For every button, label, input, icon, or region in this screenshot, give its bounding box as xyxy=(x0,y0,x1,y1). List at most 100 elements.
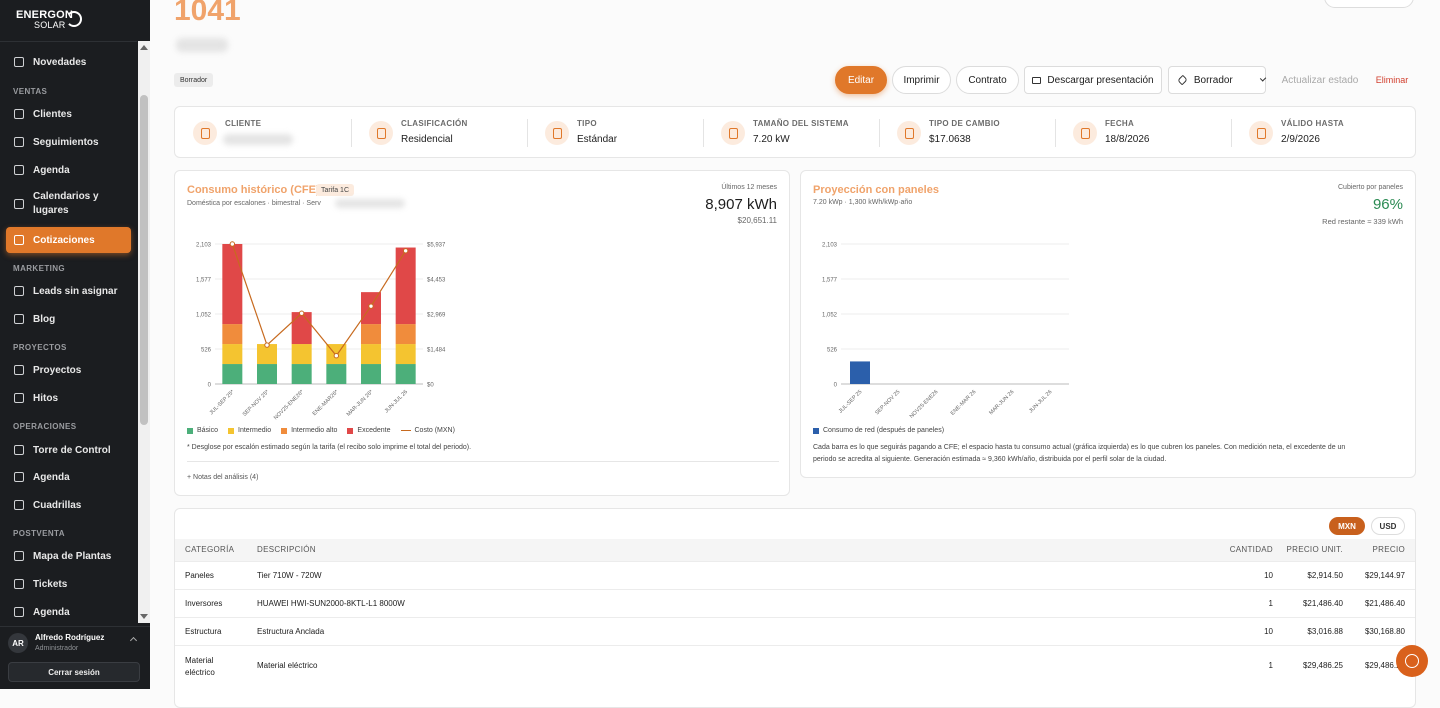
info-label: TIPO DE CAMBIO xyxy=(929,119,1000,128)
sidebar-item-cotizaciones[interactable]: Cotizaciones xyxy=(6,227,131,253)
sidebar-item-label: Cotizaciones xyxy=(33,234,95,246)
currency-usd-toggle[interactable]: USD xyxy=(1371,517,1405,535)
sidebar-item-label: Calendarios y lugares xyxy=(33,190,99,218)
edit-button[interactable]: Editar xyxy=(835,66,887,94)
sidebar-item-torre[interactable]: Torre de Control xyxy=(6,437,131,463)
blog-icon xyxy=(14,314,24,324)
sidebar-nav: Novedades VENTAS Clientes Seguimientos A… xyxy=(0,41,137,623)
scrollbar-thumb[interactable] xyxy=(140,95,148,425)
cell-precio: $29,144.97 xyxy=(1364,571,1405,580)
sidebar-item-blog[interactable]: Blog xyxy=(6,306,131,332)
sidebar-item-agenda-ventas[interactable]: Agenda xyxy=(6,157,131,183)
help-chat-button[interactable] xyxy=(1396,645,1428,677)
section-ventas: VENTAS xyxy=(13,87,48,96)
sidebar-item-cuadrillas[interactable]: Cuadrillas xyxy=(6,492,131,518)
y-tick-label: 1,052 xyxy=(822,313,838,319)
bar-segment xyxy=(291,312,312,345)
user-panel: AR Alfredo Rodríguez Administrador Cerra… xyxy=(0,626,150,689)
info-type: TIPO Estándar xyxy=(527,107,703,159)
sidebar-item-mapa[interactable]: Mapa de Plantas xyxy=(6,543,131,569)
cell-cantidad: 10 xyxy=(1264,627,1273,636)
top-right-button[interactable] xyxy=(1324,0,1414,8)
sidebar-item-label: Blog xyxy=(33,313,56,325)
covered-label: Cubierto por paneles xyxy=(1338,184,1403,191)
cell-precio-unit: $21,486.40 xyxy=(1302,599,1343,608)
sidebar-item-hitos[interactable]: Hitos xyxy=(6,385,131,411)
legend-line xyxy=(400,429,411,432)
cell-descripcion: HUAWEI HWI-SUN2000-8KTL-L1 8000W xyxy=(257,599,405,608)
consumption-title: Consumo histórico (CFE) xyxy=(187,184,320,196)
analysis-notes-toggle[interactable]: + Notas del análisis (4) xyxy=(187,474,259,481)
bar-segment xyxy=(257,344,277,365)
x-tick-label: NOV25-ENE26 xyxy=(909,389,940,420)
y-tick-label: 526 xyxy=(827,348,838,354)
logo-mark-icon xyxy=(66,11,82,27)
x-tick-label: ENE-MAR26* xyxy=(312,389,341,418)
flag-icon xyxy=(14,393,24,403)
calendar-icon xyxy=(14,472,24,482)
info-label: FECHA xyxy=(1105,119,1135,128)
y-tick-label: 526 xyxy=(201,348,212,354)
y2-tick-label: $2,969 xyxy=(427,313,446,319)
tag-icon xyxy=(1177,74,1188,86)
info-value: $17.0638 xyxy=(929,134,971,145)
download-presentation-button[interactable]: Descargar presentación xyxy=(1024,66,1162,94)
update-status-button[interactable]: Actualizar estado xyxy=(1281,74,1359,86)
delete-button[interactable]: Eliminar xyxy=(1375,75,1409,85)
crew-icon xyxy=(14,500,24,510)
y2-tick-label: $0 xyxy=(427,383,434,389)
chevron-up-icon[interactable] xyxy=(129,636,138,645)
sidebar-item-novedades[interactable]: Novedades xyxy=(6,49,131,75)
sidebar-item-agenda-operaciones[interactable]: Agenda xyxy=(6,464,131,490)
main-content: 1041 Borrador Editar Imprimir Contrato D… xyxy=(150,0,1440,708)
x-tick-label: JUL-SEP 25 xyxy=(838,389,864,415)
x-tick-label: JUL-SEP 25* xyxy=(209,389,237,417)
total-kwh: 8,907 kWh xyxy=(705,196,777,213)
logout-button[interactable]: Cerrar sesión xyxy=(8,662,140,682)
company-logo[interactable]: ENERGON SOLAR xyxy=(16,10,82,30)
scroll-up-icon[interactable] xyxy=(140,45,148,50)
wrench-icon xyxy=(14,579,24,589)
sidebar-item-calendarios[interactable]: Calendarios y lugares xyxy=(6,189,131,219)
y-tick-label: 1,577 xyxy=(196,278,212,284)
sidebar-item-proyectos[interactable]: Proyectos xyxy=(6,357,131,383)
sidebar-item-clientes[interactable]: Clientes xyxy=(6,101,131,127)
section-proyectos: PROYECTOS xyxy=(13,343,67,352)
section-operaciones: OPERACIONES xyxy=(13,422,77,431)
bar-segment xyxy=(361,324,381,345)
sidebar-item-leads[interactable]: Leads sin asignar xyxy=(6,278,131,304)
contract-button[interactable]: Contrato xyxy=(956,66,1019,94)
redacted-service xyxy=(335,199,405,208)
bar-segment xyxy=(361,344,381,365)
scroll-down-icon[interactable] xyxy=(140,614,148,619)
user-role: Administrador xyxy=(35,645,79,652)
sidebar-item-tickets[interactable]: Tickets xyxy=(6,571,131,597)
status-select[interactable]: Borrador xyxy=(1168,66,1267,94)
projection-card: Proyección con paneles 7.20 kWp · 1,300 … xyxy=(800,170,1416,478)
sun-icon xyxy=(721,121,745,145)
x-tick-label: SEP-NOV 25 xyxy=(874,389,901,416)
status-badge: Borrador xyxy=(174,73,214,87)
legend-intermedio-alto: Intermedio alto xyxy=(281,427,337,434)
info-classification: CLASIFICACIÓN Residencial xyxy=(351,107,527,159)
user-icon xyxy=(193,121,217,145)
projection-title: Proyección con paneles xyxy=(813,184,939,196)
y-tick-label: 0 xyxy=(834,383,838,389)
print-button[interactable]: Imprimir xyxy=(892,66,951,94)
cell-categoria: Material eléctrico xyxy=(185,656,215,677)
legend-swatch xyxy=(813,427,819,434)
avatar[interactable]: AR xyxy=(8,633,28,653)
sidebar-item-agenda-postventa[interactable]: Agenda xyxy=(6,599,131,623)
tariff-badge: Tarifa 1C xyxy=(316,184,355,196)
consumption-chart: 0 526 1,052 1,577 2,103 $0 $1,484 $2,969 $4,453 $… xyxy=(196,241,446,421)
sidebar-item-seguimientos[interactable]: Seguimientos xyxy=(6,129,131,155)
currency-mxn-toggle[interactable]: MXN xyxy=(1329,517,1365,535)
legend-label: Excedente xyxy=(357,427,391,434)
sidebar-item-label: Cuadrillas xyxy=(33,499,82,511)
x-tick-label: JUN-JUL 26 xyxy=(1028,389,1053,414)
line-items-card: MXN USD CATEGORÍA DESCRIPCIÓN CANTIDAD P… xyxy=(174,508,1416,708)
sidebar-scrollbar[interactable] xyxy=(138,41,150,623)
cell-precio-unit: $3,016.88 xyxy=(1307,627,1343,636)
bar-segment xyxy=(850,361,870,384)
y2-tick-label: $1,484 xyxy=(427,348,446,354)
